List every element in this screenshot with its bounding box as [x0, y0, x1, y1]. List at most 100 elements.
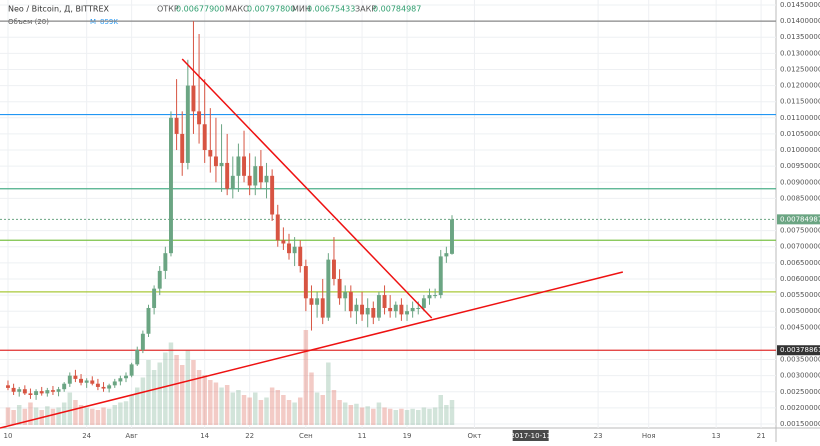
candle-body [450, 219, 454, 254]
volume-bar [404, 410, 410, 425]
candle-body [258, 166, 263, 183]
volume-bar [382, 407, 387, 425]
y-tick-label: 0.00350000 [780, 356, 820, 364]
candle-body [11, 387, 16, 392]
candle-body [174, 117, 179, 134]
candle-body [202, 124, 207, 151]
candle-body [444, 253, 449, 257]
volume-bar [399, 408, 404, 425]
y-tick-label: 0.01000000 [780, 146, 820, 154]
volume-bar [135, 387, 140, 425]
volume-bar [163, 352, 168, 425]
volume-bar [73, 400, 78, 425]
candle-body [163, 253, 168, 271]
y-tick-label: 0.00500000 [780, 307, 820, 315]
volume-bar [253, 392, 258, 425]
y-tick-label: 0.01100000 [780, 114, 820, 122]
volume-bar [281, 395, 286, 425]
volume-bar [444, 405, 449, 425]
volume-bar [174, 355, 179, 425]
y-tick-label: 0.01200000 [780, 82, 820, 90]
volume-bar [337, 400, 342, 425]
volume-bar [5, 407, 11, 425]
volume-bar [387, 408, 393, 425]
candle-body [101, 386, 106, 389]
volume-bar [112, 405, 118, 425]
volume-bar [393, 410, 399, 425]
candle-body [157, 270, 162, 289]
trend-line [0, 271, 624, 429]
volume-bar [449, 400, 455, 425]
candle-body [90, 380, 95, 384]
volume-bar [292, 402, 297, 425]
volume-bar [236, 390, 241, 425]
volume-ma-label: M [90, 18, 96, 26]
x-tick-label: 10 [4, 432, 13, 440]
volume-bar [28, 402, 33, 425]
volume-bar [146, 360, 151, 425]
candle-body [337, 278, 342, 299]
volume-bar [438, 395, 443, 425]
volume-bar [16, 405, 22, 425]
volume-bar [410, 408, 415, 425]
candle-body [197, 111, 202, 125]
volume-bar [359, 407, 365, 425]
candle-body [124, 375, 128, 379]
volume-bar [90, 408, 95, 425]
y-tick-label: 0.00250000 [780, 388, 820, 396]
y-tick-label: 0.00900000 [780, 178, 820, 186]
x-tick-label: Сен [299, 432, 313, 440]
volume-bar [269, 387, 275, 425]
volume-bar [427, 408, 432, 425]
y-tick-label: 0.00450000 [780, 323, 820, 331]
trend-line [181, 58, 433, 319]
volume-bar [123, 401, 129, 425]
volume-bar [258, 400, 264, 425]
candle-body [410, 307, 415, 312]
volume-bar [219, 387, 224, 425]
volume-bar [365, 406, 370, 425]
candle-body [219, 162, 224, 167]
volume-bar [129, 395, 134, 425]
price-label: 0.00378861 [780, 346, 820, 354]
candle-body [354, 304, 359, 312]
candle-body [388, 307, 393, 312]
candle-body [382, 295, 387, 308]
y-tick-label: 0.00300000 [780, 372, 820, 380]
y-tick-label: 0.01400000 [780, 17, 820, 25]
candle-body [213, 156, 218, 167]
candle-body [185, 85, 190, 163]
x-tick-label: 21 [757, 432, 766, 440]
volume-bar [208, 380, 213, 425]
volume-bar [432, 407, 438, 425]
y-tick-label: 0.01050000 [780, 130, 820, 138]
candle-body [360, 304, 365, 315]
y-tick-label: 0.00750000 [780, 227, 820, 235]
candle-body [287, 243, 291, 254]
candle-body [230, 175, 235, 189]
x-tick-label: Авг [125, 432, 138, 440]
candle-body [433, 295, 438, 297]
candle-body [118, 378, 123, 382]
volume-bar [224, 385, 230, 425]
y-tick-label: 0.01150000 [780, 98, 820, 106]
candle-body [315, 298, 320, 305]
candle-body [416, 307, 421, 309]
candle-body [67, 375, 72, 384]
candle-body [180, 133, 185, 163]
volume-bar [309, 372, 314, 425]
volume-bar [56, 407, 61, 425]
candle-body [225, 162, 230, 189]
volume-bar [421, 407, 427, 425]
candle-body [376, 295, 381, 318]
volume-bar [202, 375, 207, 425]
candle-body [365, 307, 370, 315]
candle-body [152, 288, 157, 308]
candle-body [393, 304, 398, 312]
volume-bar [11, 410, 16, 425]
candle-body [79, 378, 84, 383]
candle-body [348, 291, 353, 312]
volume-bar [67, 392, 73, 425]
candle-body [22, 389, 27, 394]
